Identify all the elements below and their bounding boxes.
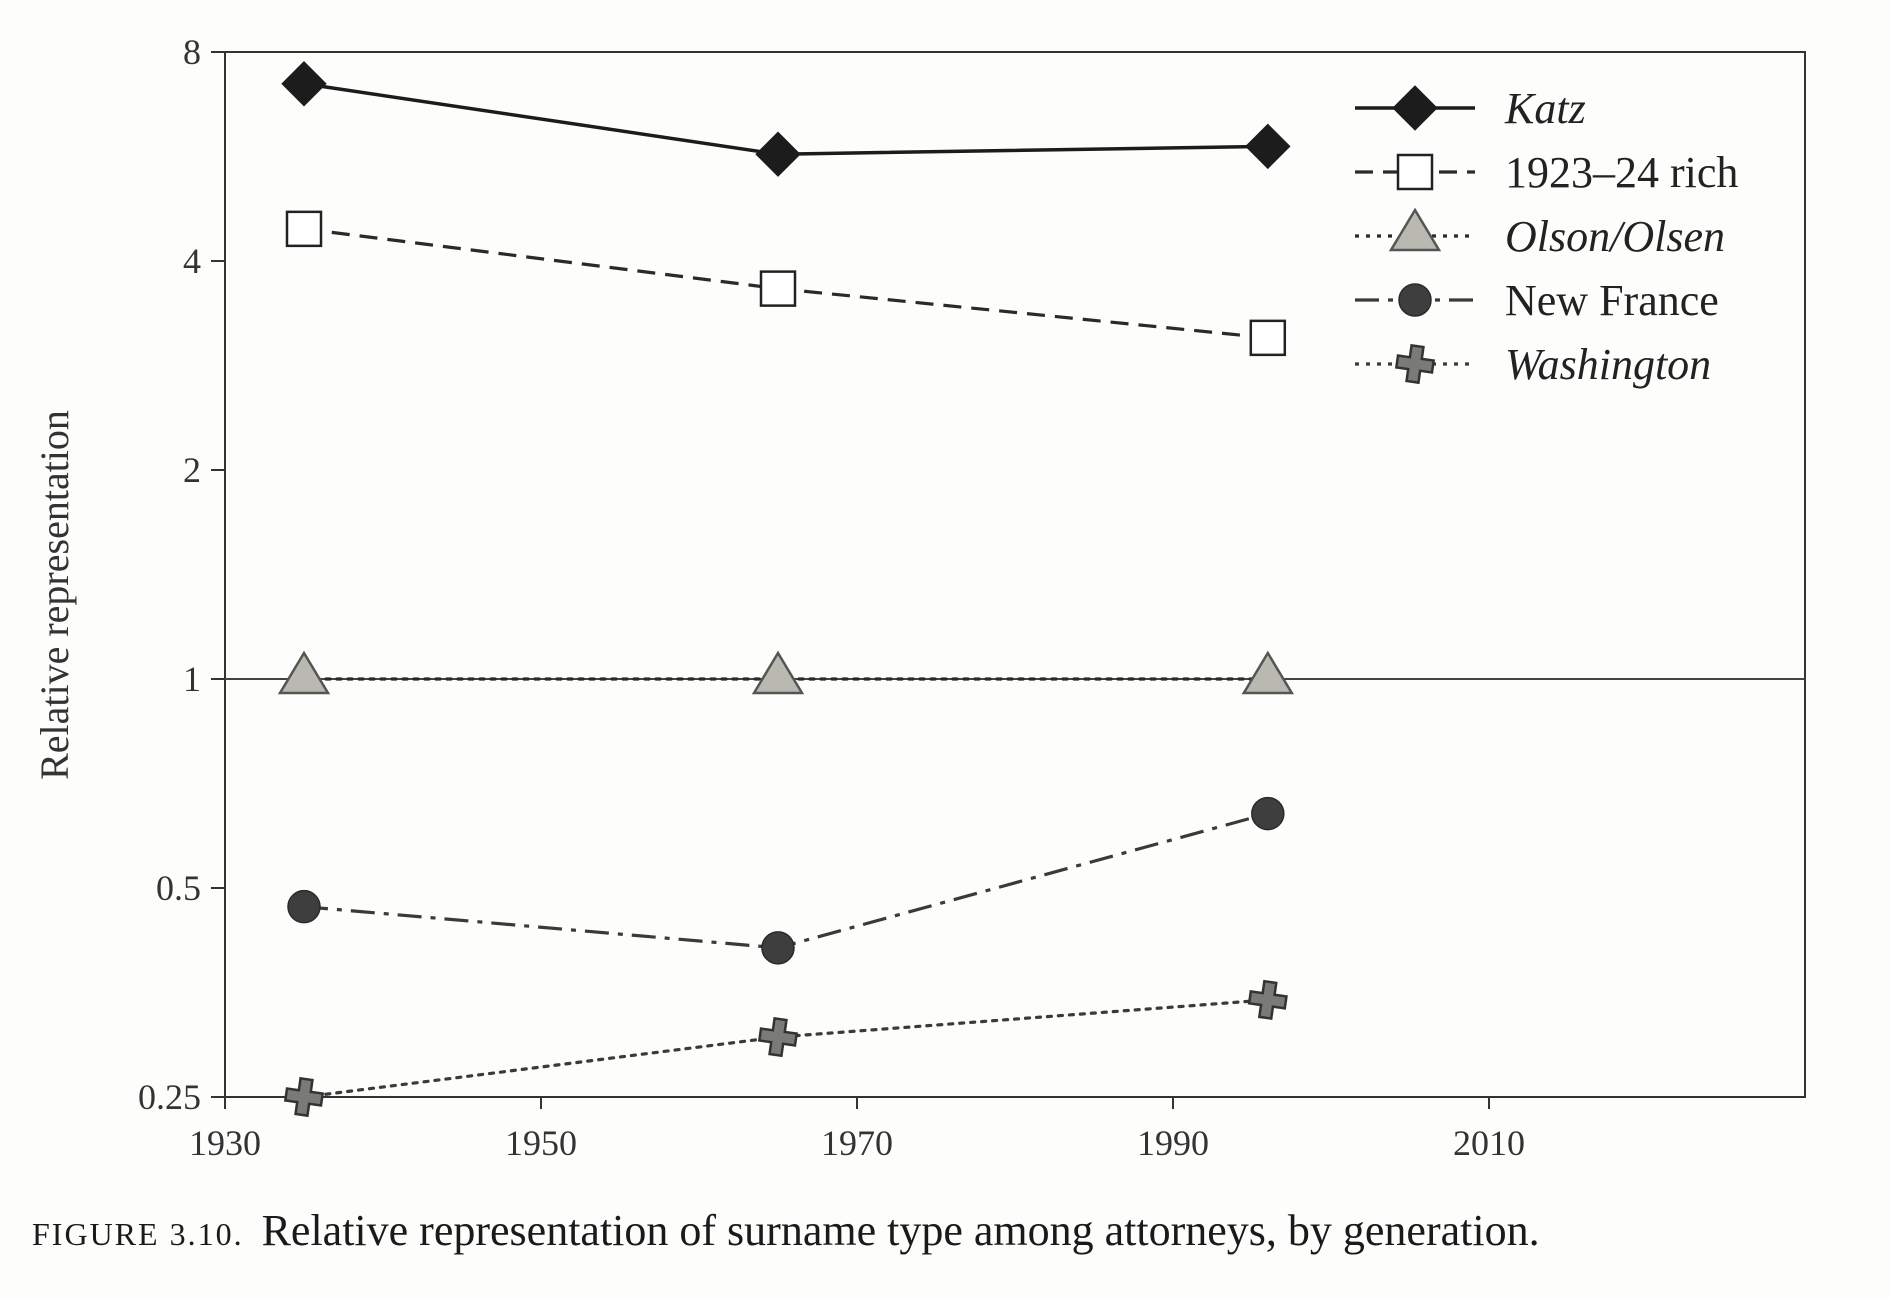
- legend-marker-olson-olsen: [1388, 207, 1442, 252]
- y-tick-label: 0.25: [138, 1077, 201, 1117]
- data-point-olson-olsen: [277, 650, 331, 695]
- axes: 0.25 0.5 1 2 4 8 1930 1950 1970 1990 2010: [138, 32, 1525, 1163]
- legend-label-katz: Katz: [1504, 84, 1586, 133]
- legend-label-washington: Washington: [1505, 340, 1711, 389]
- legend-label-olson-olsen: Olson/Olsen: [1505, 212, 1725, 261]
- legend-item-new-france: New France: [1355, 276, 1719, 325]
- data-point-olson-olsen: [751, 650, 805, 695]
- series-katz: [281, 61, 1291, 177]
- legend-item-1923-24-rich: 1923–24 rich: [1355, 148, 1738, 197]
- data-point-washington: [757, 1016, 799, 1058]
- data-point-1923-24-rich: [759, 270, 797, 307]
- legend-label-new-france: New France: [1505, 276, 1719, 325]
- legend-item-olson-olsen: Olson/Olsen: [1355, 207, 1725, 261]
- x-tick-label: 1970: [821, 1123, 893, 1163]
- legend-label-1923-24-rich: 1923–24 rich: [1505, 148, 1738, 197]
- series-washington: [283, 979, 1288, 1118]
- series-layer: [277, 61, 1295, 1118]
- series-line-new-france: [303, 812, 1269, 950]
- y-tick-label: 2: [183, 450, 201, 490]
- data-point-washington: [1247, 979, 1288, 1020]
- data-point-new-france: [761, 931, 795, 965]
- data-point-katz: [755, 131, 801, 177]
- legend: Katz 1923–24 rich Olson/Olsen New France Was…: [1355, 84, 1738, 389]
- y-axis-title: Relative representation: [32, 410, 77, 780]
- data-point-katz: [281, 61, 327, 107]
- data-point-1923-24-rich: [285, 210, 323, 248]
- x-tick-label: 2010: [1453, 1123, 1525, 1163]
- legend-marker-katz: [1392, 85, 1438, 131]
- y-tick-label: 0.5: [156, 868, 201, 908]
- figure-caption-text: Relative representation of surname type …: [261, 1206, 1540, 1255]
- x-tick-label: 1930: [189, 1123, 261, 1163]
- series-line-washington: [302, 998, 1270, 1099]
- y-tick-label: 4: [183, 241, 201, 281]
- data-point-olson-olsen: [1241, 650, 1295, 695]
- data-point-1923-24-rich: [1249, 319, 1287, 357]
- data-point-katz: [1245, 123, 1291, 170]
- legend-marker-washington: [1394, 343, 1436, 385]
- y-tick-label: 8: [183, 32, 201, 72]
- data-point-new-france: [287, 889, 321, 924]
- data-point-washington: [283, 1076, 325, 1118]
- x-tick-label: 1990: [1137, 1123, 1209, 1163]
- data-point-new-france: [1251, 796, 1285, 831]
- figure-number: FIGURE 3.10.: [32, 1216, 244, 1252]
- series-olson-olsen: [277, 650, 1295, 695]
- y-tick-label: 1: [183, 659, 201, 699]
- figure-caption: FIGURE 3.10. Relative representation of s…: [32, 1205, 1540, 1256]
- x-tick-label: 1950: [505, 1123, 577, 1163]
- legend-item-washington: Washington: [1355, 340, 1711, 389]
- legend-marker-new-france: [1398, 283, 1432, 317]
- legend-marker-1923-24-rich: [1396, 153, 1434, 191]
- series-new-france: [287, 796, 1285, 965]
- plot-frame: [224, 51, 1806, 1098]
- series-1923-24-rich: [285, 210, 1287, 357]
- legend-item-katz: Katz: [1355, 84, 1586, 133]
